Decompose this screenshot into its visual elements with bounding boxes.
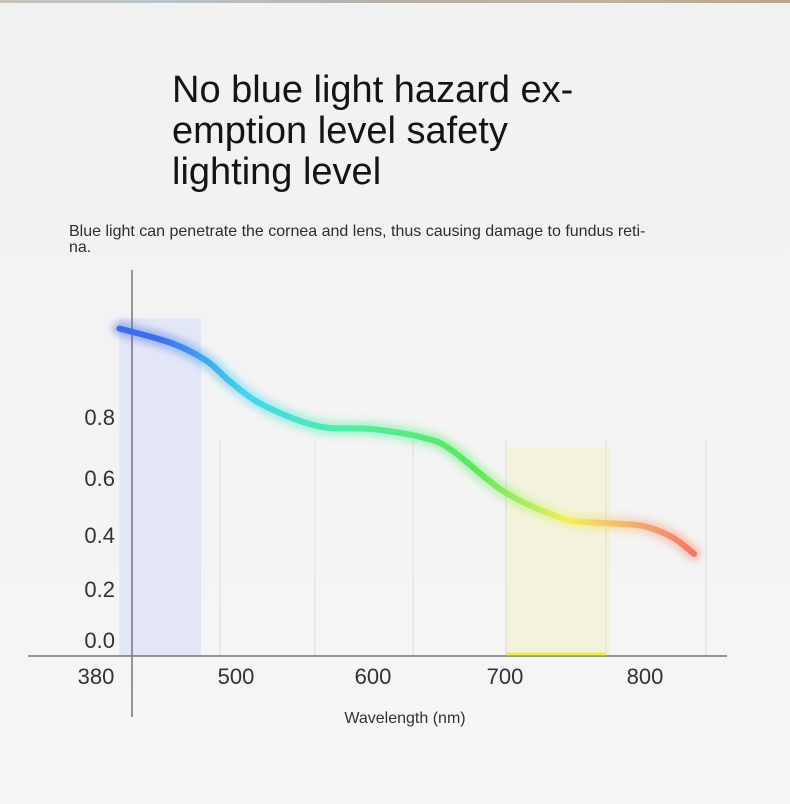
- spectrum-curve-group: [112, 321, 701, 561]
- x-tick-label: 600: [355, 664, 392, 689]
- y-tick-labels: 0.0 0.2 0.4 0.6 0.8: [84, 405, 115, 653]
- y-tick-label: 0.6: [84, 466, 115, 491]
- title-line-3: lighting level: [172, 151, 382, 193]
- top-decorative-strip: [0, 0, 790, 3]
- y-tick-label: 0.0: [84, 628, 115, 653]
- y-tick-label: 0.8: [84, 405, 115, 430]
- y-tick-label: 0.2: [84, 577, 115, 602]
- x-tick-labels: 380 500 600 700 800: [78, 664, 664, 689]
- x-tick-label: 700: [487, 664, 524, 689]
- x-tick-label: 800: [627, 664, 664, 689]
- subtitle-line-1: Blue light can penetrate the cornea and …: [69, 223, 646, 240]
- x-axis-label: Wavelength (nm): [344, 710, 465, 727]
- vertical-gridlines: [219, 440, 707, 656]
- highlight-bands: [119, 318, 610, 656]
- page-title: No blue light hazard ex- emption level s…: [172, 70, 642, 193]
- y-tick-label: 0.4: [84, 523, 115, 548]
- x-tick-label: 500: [218, 664, 255, 689]
- title-line-1: No blue light hazard ex-: [172, 69, 574, 111]
- x-tick-label: 380: [78, 664, 115, 689]
- highlight-band-2: [505, 447, 610, 656]
- page-subtitle: Blue light can penetrate the cornea and …: [69, 224, 729, 256]
- highlight-band-1: [119, 318, 201, 656]
- spectrum-curve: [116, 325, 697, 557]
- subtitle-line-2: na.: [69, 239, 92, 256]
- title-line-2: emption level safety: [172, 110, 508, 152]
